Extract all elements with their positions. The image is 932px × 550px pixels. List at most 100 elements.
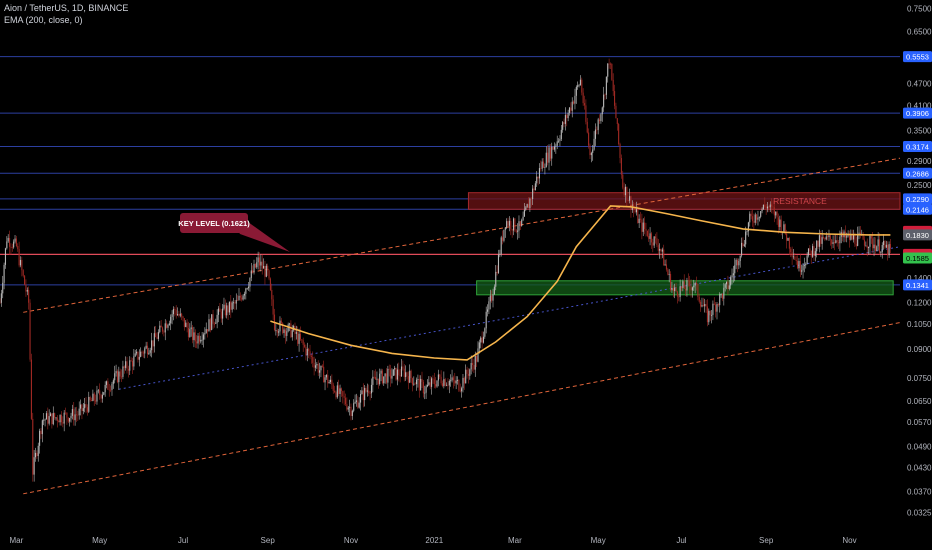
candle-body-319 — [435, 384, 437, 387]
candle-body-514 — [701, 305, 703, 307]
candle-body-581 — [792, 256, 795, 258]
candle-body-453 — [618, 124, 620, 144]
candle-body-68 — [92, 393, 94, 402]
candle-body-399 — [544, 166, 546, 168]
candle-body-382 — [521, 220, 523, 227]
candle-body-598 — [816, 240, 818, 252]
candle-body-575 — [784, 224, 786, 234]
candle-body-473 — [645, 228, 647, 231]
candle-body-524 — [715, 304, 717, 312]
candle-body-162 — [220, 311, 222, 319]
candle-body-302 — [411, 378, 413, 385]
candle-body-122 — [166, 323, 168, 328]
candle-body-364 — [496, 271, 498, 273]
candle-body-59 — [80, 404, 82, 409]
candle-body-127 — [172, 309, 174, 315]
candle-body-336 — [458, 380, 460, 391]
candle-body-565 — [771, 204, 773, 207]
candle-body-489 — [667, 269, 669, 275]
candle-body-584 — [797, 261, 799, 269]
candle-body-568 — [775, 211, 777, 216]
candle-body-515 — [702, 305, 704, 307]
candle-body-508 — [693, 285, 695, 288]
candle-body-171 — [232, 302, 235, 304]
candle-body-313 — [426, 384, 429, 387]
candle-body-295 — [402, 366, 404, 369]
candle-body-273 — [372, 376, 374, 385]
candle-body-43 — [58, 421, 60, 423]
candle-body-135 — [183, 318, 185, 327]
channel-upper-line — [23, 157, 901, 313]
y-tick-10: 0.0900 — [907, 345, 932, 354]
candle-body-248 — [338, 385, 340, 394]
candle-body-459 — [626, 186, 628, 201]
candle-body-550 — [750, 213, 752, 217]
candle-body-269 — [366, 390, 368, 392]
level-badge-0: 0.5553 — [906, 53, 929, 62]
x-tick-5: 2021 — [425, 536, 443, 545]
candle-body-191 — [260, 261, 262, 266]
candle-body-421 — [574, 95, 576, 104]
candle-body-244 — [332, 384, 334, 391]
y-tick-3: 0.4100 — [907, 101, 932, 110]
y-tick-9: 0.1050 — [907, 320, 932, 329]
candle-body-260 — [354, 401, 356, 404]
candle-body-419 — [571, 101, 573, 111]
candle-body-86 — [116, 371, 119, 383]
candle-body-510 — [695, 283, 698, 285]
candle-body-428 — [583, 103, 586, 106]
candle-body-90 — [122, 366, 124, 377]
candle-body-400 — [545, 152, 547, 167]
candle-body-342 — [466, 369, 468, 374]
candle-body-465 — [634, 209, 636, 213]
candle-body-525 — [716, 304, 718, 312]
candle-body-213 — [290, 323, 292, 338]
candle-body-56 — [75, 414, 78, 416]
candle-body-323 — [440, 376, 442, 384]
candle-body-644 — [878, 239, 881, 253]
candle-body-543 — [741, 242, 743, 256]
candle-body-103 — [140, 351, 142, 357]
candle-body-58 — [78, 408, 80, 416]
candle-body-650 — [887, 244, 889, 256]
candle-body-505 — [689, 280, 691, 287]
candle-body-423 — [577, 85, 579, 87]
y-tick-15: 0.0430 — [907, 463, 932, 472]
candle-body-85 — [115, 371, 117, 374]
x-tick-8: Jul — [676, 536, 686, 545]
candle-body-100 — [136, 351, 138, 354]
candle-body-25 — [33, 457, 35, 475]
candle-body-601 — [820, 235, 822, 244]
candle-body-197 — [268, 270, 270, 279]
candle-body-551 — [751, 216, 754, 222]
candle-body-33 — [44, 419, 46, 421]
candle-body-546 — [745, 231, 747, 245]
candle-body-250 — [340, 388, 342, 392]
candle-body-623 — [850, 234, 852, 240]
candle-body-60 — [81, 404, 83, 412]
candle-body-69 — [93, 393, 95, 401]
candle-body-468 — [638, 218, 640, 224]
candle-body-443 — [604, 94, 606, 96]
resistance-zone — [467, 192, 901, 210]
candle-body-594 — [810, 250, 812, 257]
candle-body-89 — [120, 376, 123, 378]
candle-body-306 — [417, 379, 419, 380]
candle-body-310 — [422, 381, 424, 394]
candle-body-417 — [568, 107, 571, 113]
candle-body-624 — [851, 234, 853, 240]
candle-body-513 — [700, 301, 702, 307]
candle-body-45 — [60, 414, 63, 423]
candle-body-355 — [484, 328, 486, 337]
candle-body-370 — [504, 227, 506, 230]
candle-body-230 — [313, 362, 315, 368]
candle-body-407 — [555, 145, 557, 147]
candle-body-28 — [37, 445, 39, 457]
candle-body-449 — [612, 79, 614, 92]
candle-body-504 — [687, 280, 689, 282]
candle-body-51 — [69, 418, 71, 422]
candle-body-558 — [761, 209, 763, 212]
candle-body-262 — [357, 400, 359, 408]
candle-body-451 — [615, 105, 617, 119]
